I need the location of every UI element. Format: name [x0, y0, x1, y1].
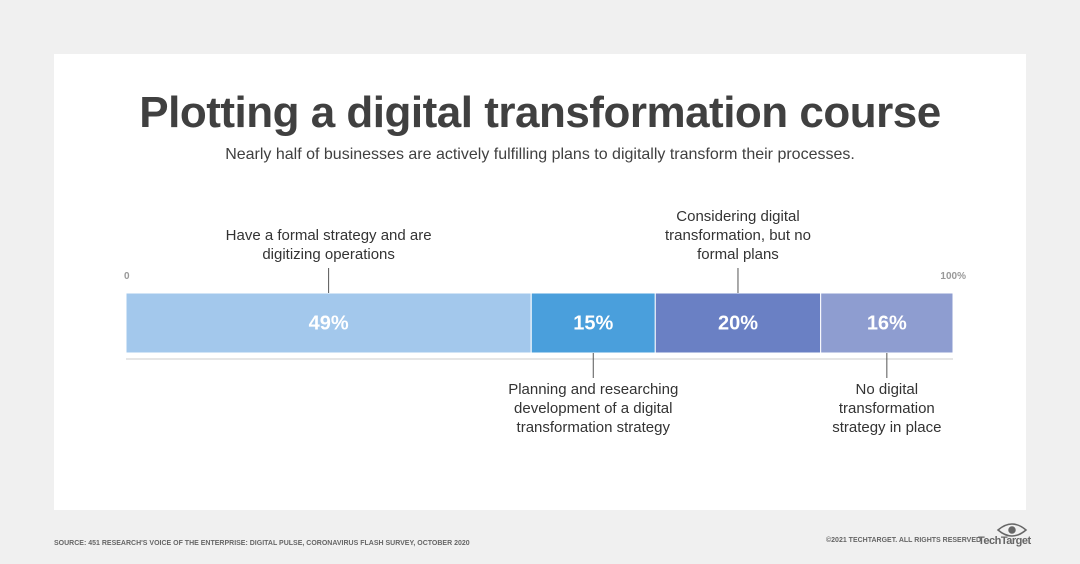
annotation: Considering digital transformation, but …: [665, 208, 811, 263]
bar-segment: [125, 292, 532, 354]
value-label: 49%: [309, 312, 349, 334]
panel: [54, 54, 1026, 510]
annotation: Planning and researching development of …: [508, 381, 679, 436]
value-label: 16%: [867, 312, 907, 334]
bar-segment: [530, 292, 656, 354]
copyright: ©2021 TECHTARGET. ALL RIGHTS RESERVED: [826, 537, 982, 544]
logo-icon: [996, 523, 1028, 537]
x-tick-label: 0: [124, 271, 130, 282]
source: SOURCE: 451 RESEARCH'S VOICE OF THE ENTE…: [54, 540, 470, 547]
value-label: 20%: [718, 312, 758, 334]
annotation: No digital transformation strategy in pl…: [832, 381, 942, 436]
chart-title: Plotting a digital transformation course: [139, 88, 941, 137]
bar-segment: [654, 292, 822, 354]
value-label: 15%: [573, 312, 613, 334]
bar-segment: [820, 292, 954, 354]
logo: TechTarget: [978, 535, 1031, 547]
annotation: Have a formal strategy and are digitizin…: [225, 227, 432, 263]
x-tick-label: 100%: [940, 271, 966, 282]
chart-subtitle: Nearly half of businesses are actively f…: [225, 146, 855, 163]
